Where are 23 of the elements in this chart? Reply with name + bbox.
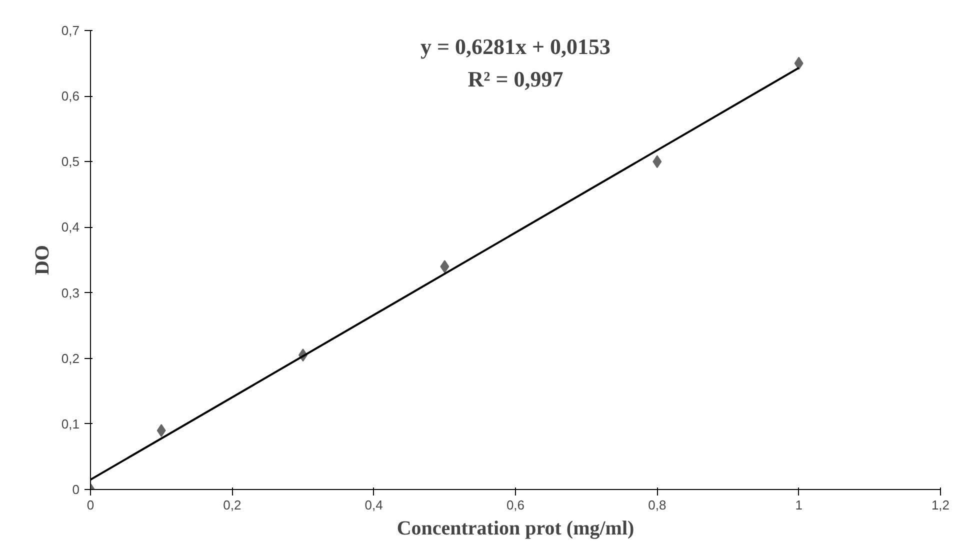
- point: [794, 56, 804, 70]
- x-axis-title: Concentration prot (mg/ml): [396, 518, 634, 540]
- x-tick-label: 1: [795, 498, 802, 512]
- x-tick-label: 0,6: [506, 498, 525, 512]
- x-tick-label: 0,8: [648, 498, 666, 512]
- y-tick-label: 0,1: [61, 416, 80, 432]
- x-tick-label: 0,2: [223, 498, 242, 512]
- y-tick-label: 0,5: [61, 154, 80, 170]
- y-tick-label: 0,7: [61, 23, 80, 38]
- y-tick-label: 0,6: [61, 88, 80, 104]
- x-tick-label: 0,4: [364, 498, 383, 512]
- y-tick-label: 0,2: [61, 350, 80, 366]
- y-tick-label: 0: [72, 482, 80, 497]
- y-axis-title: DO: [31, 245, 54, 275]
- annotation: R² = 0,997: [468, 66, 564, 92]
- y-tick-label: 0,3: [61, 285, 80, 300]
- annotation: y = 0,6281x + 0,0153: [420, 34, 611, 59]
- point: [156, 424, 166, 437]
- y-tick-label: 0,4: [61, 220, 80, 235]
- point: [652, 155, 662, 168]
- x-tick-label: 0: [86, 498, 94, 512]
- point: [440, 260, 450, 274]
- x-tick-label: 1,2: [931, 498, 950, 512]
